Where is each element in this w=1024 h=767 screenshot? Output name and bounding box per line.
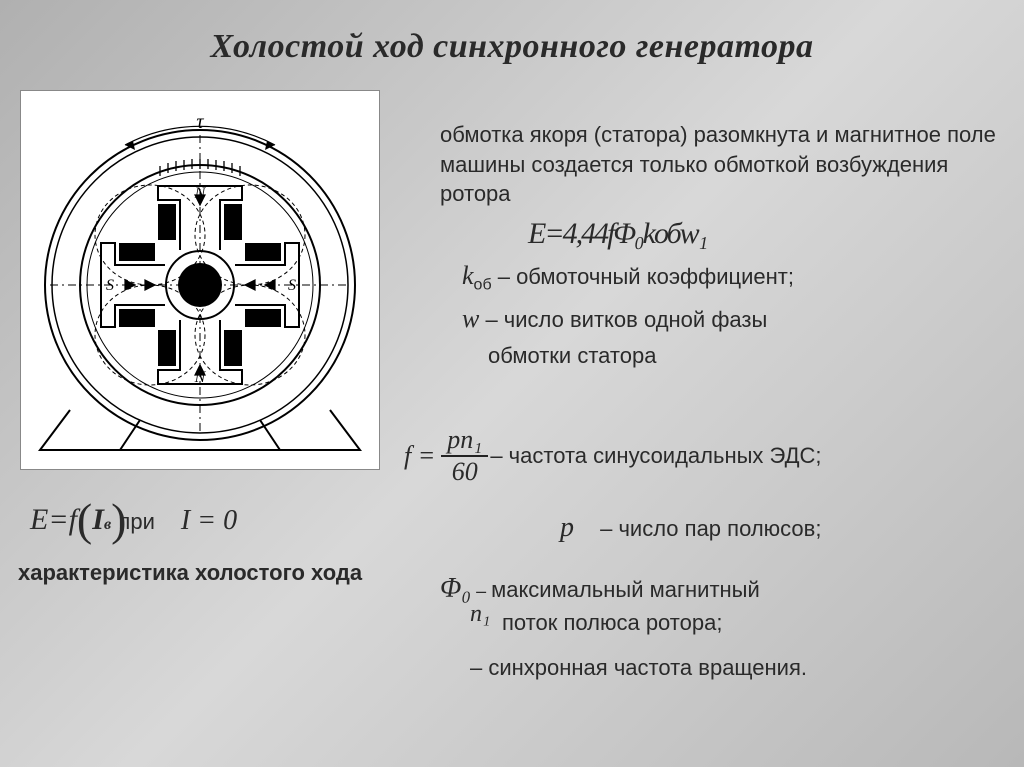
ef-E: E= [30,503,69,537]
svg-text:N: N [194,185,207,202]
e-of-iv-formula: E= f ( Iв ) при I = 0 [30,500,237,537]
kob-sub: об [474,276,492,293]
Iv-sub: в [104,516,111,534]
text-column: обмотка якоря (статора) разомкнута и маг… [440,120,1000,377]
freq-num: pn₁ [441,425,488,457]
svg-text:τ: τ [196,111,204,133]
slide-title: Холостой ход синхронного генератора [0,0,1024,80]
w-symbol: w [462,304,479,333]
svg-text:N: N [194,369,207,386]
phi-text2: поток полюса ротора; [502,610,722,635]
idle-characteristic-label: характеристика холостого хода [18,560,362,586]
svg-text:S: S [288,277,296,294]
emf-formula: E=4,44fΦ₀kобw₁ [528,217,1000,251]
svg-text:S: S [106,277,114,294]
p-text: – число пар полюсов; [600,516,821,541]
generator-diagram: τ N N S S [20,90,380,470]
frequency-row: f = pn₁ 60 – частота синусоидальных ЭДС; [404,425,822,487]
phi-text1: максимальный магнитный [491,577,760,602]
kob-text: – обмоточный коэффициент; [492,264,794,289]
kob-symbol: k [462,261,474,290]
i-eq-0: I = 0 [181,505,237,537]
lparen: ( [77,506,92,534]
phi-block: Φ₀ – максимальный магнитный n₁ поток пол… [440,570,1000,637]
intro-paragraph: обмотка якоря (статора) разомкнута и маг… [440,120,1000,209]
frequency-formula: f = pn₁ 60 [404,425,488,487]
rparen: ) [111,506,126,534]
freq-den: 60 [446,457,484,487]
n1-symbol: n₁ [470,598,490,630]
kob-definition: kоб – обмоточный коэффициент; [462,259,1000,296]
freq-lhs: f = [404,441,435,471]
phi-symbol: Φ₀ [440,573,471,604]
Iv: I [92,503,104,537]
p-symbol: p [560,512,574,543]
content-area: τ N N S S обмотка якоря (статора) разомк… [0,80,1024,720]
pole-pair-row: p – число пар полюсов; [560,512,821,544]
freq-explain: – частота синусоидальных ЭДС; [490,443,821,469]
w-def-line2: обмотки статора [488,342,1000,371]
sync-freq-text: – синхронная частота вращения. [470,655,807,681]
w-text: – число витков одной фазы [479,307,767,332]
ef-f: f [69,503,77,537]
w-definition: w – число витков одной фазы [462,302,1000,336]
